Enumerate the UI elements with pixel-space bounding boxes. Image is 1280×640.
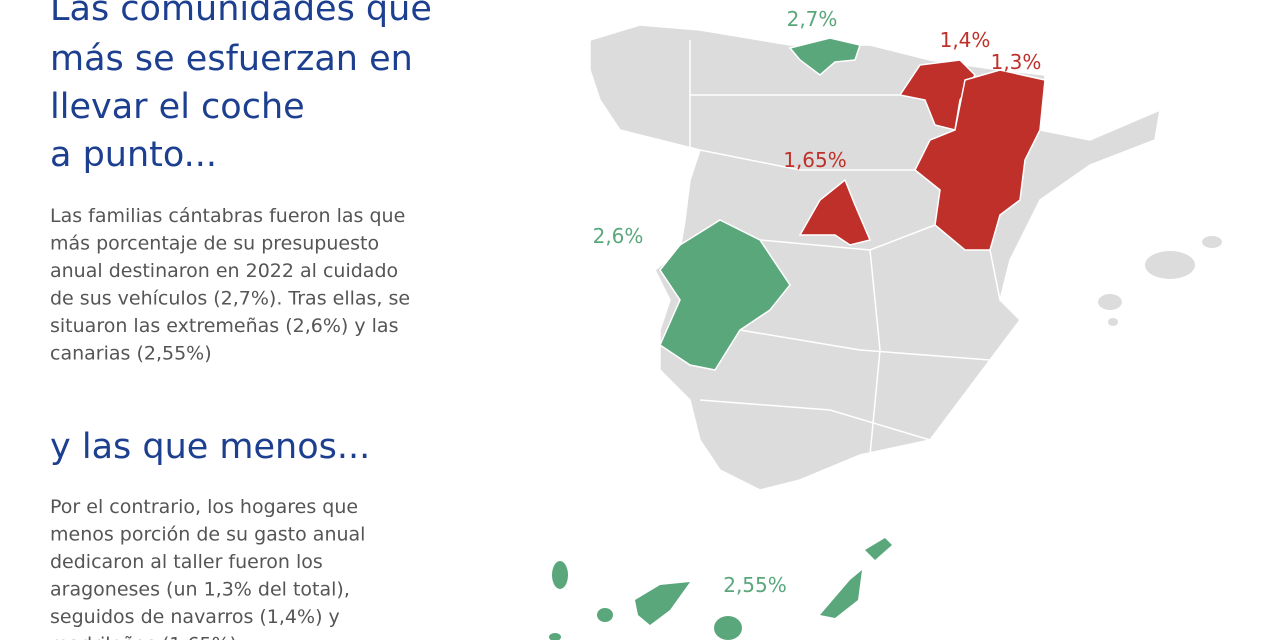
intro-line: anual destinaron en 2022 al cuidado [50, 260, 398, 282]
navarra [898, 59, 976, 131]
map-label: 1,65% [783, 148, 847, 172]
intro-line: canarias (2,55%) [50, 343, 212, 365]
subheading: y las que menos... [50, 427, 370, 467]
body-line: madrileños (1,65%) [50, 634, 237, 640]
intro-line: más porcentaje de su presupuesto [50, 233, 379, 255]
aragon [914, 69, 1046, 251]
body-line: seguidos de navarros (1,4%) y [50, 606, 340, 628]
intro-line: situaron las extremeñas (2,6%) y las [50, 315, 398, 337]
map-label: 1,3% [991, 50, 1042, 74]
heading-line: a punto... [50, 135, 217, 175]
map-label: 2,55% [723, 573, 787, 597]
intro-line: Las familias cántabras fueron las que [50, 205, 405, 227]
map [549, 24, 1222, 640]
body-line: Por el contrario, los hogares que [50, 496, 358, 518]
map-label: 2,6% [593, 224, 644, 248]
body-line: aragoneses (un 1,3% del total), [50, 579, 350, 601]
balearic-islands [1098, 236, 1222, 326]
heading-line: más se esfuerzan en [50, 39, 413, 79]
body-line: dedicaron al taller fueron los [50, 551, 323, 573]
region-borders [689, 40, 1001, 456]
cantabria [788, 37, 861, 76]
map-label: 2,7% [787, 7, 838, 31]
body-line: menos porción de su gasto anual [50, 524, 365, 546]
heading-line: llevar el coche [50, 87, 305, 127]
intro-line: de sus vehículos (2,7%). Tras ellas, se [50, 288, 410, 310]
map-label: 1,4% [940, 28, 991, 52]
madrid [798, 178, 872, 246]
extremadura [659, 219, 791, 371]
heading-line: Las comunidades que [50, 0, 432, 29]
canary-islands [549, 538, 892, 640]
